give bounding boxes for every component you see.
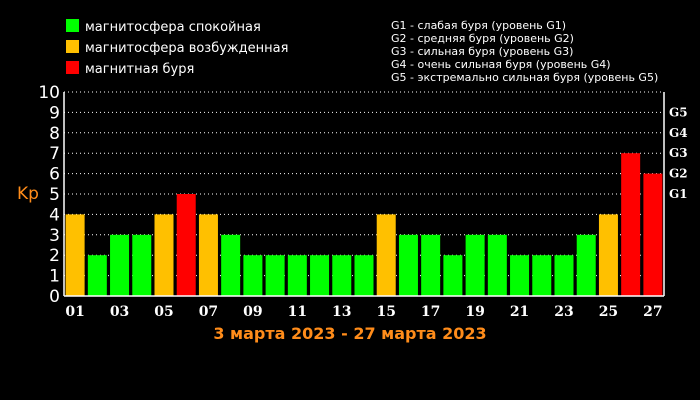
bar xyxy=(221,234,241,296)
bar xyxy=(532,255,552,296)
bar xyxy=(554,255,574,296)
bars xyxy=(65,153,663,296)
legend-label-storm: магнитная буря xyxy=(85,62,194,77)
legend-swatch-excited xyxy=(66,40,79,53)
bar xyxy=(465,234,485,296)
legend-swatch-calm xyxy=(66,19,79,32)
bar xyxy=(576,234,596,296)
x-tick-label: 03 xyxy=(110,304,129,320)
legend-label-excited: магнитосфера возбужденная xyxy=(85,41,288,56)
bar xyxy=(176,194,196,296)
chart-title: 3 марта 2023 - 27 марта 2023 xyxy=(213,324,486,343)
storm-levels: G1 - слабая буря (уровень G1) G2 - средн… xyxy=(391,19,658,84)
bar xyxy=(621,153,641,296)
bar xyxy=(332,255,352,296)
x-tick-label: 15 xyxy=(376,304,395,320)
y-tick-label: 7 xyxy=(49,144,60,164)
legend-swatch-storm xyxy=(66,61,79,74)
x-tick-label: 21 xyxy=(510,304,529,320)
y-tick-label: 10 xyxy=(38,83,60,103)
g-tick-label: G4 xyxy=(669,126,688,140)
y-tick-label: 2 xyxy=(49,246,60,266)
x-tick-label: 23 xyxy=(554,304,573,320)
x-tick-label: 01 xyxy=(65,304,84,320)
x-tick-label: 05 xyxy=(154,304,173,320)
g-tick-label: G1 xyxy=(669,187,688,201)
x-axis-ticks: 01 03 05 07 09 11 13 15 17 19 21 23 25 27 xyxy=(65,304,662,320)
x-tick-label: 13 xyxy=(332,304,351,320)
bar xyxy=(243,255,263,296)
bar xyxy=(443,255,463,296)
x-tick-label: 19 xyxy=(465,304,484,320)
bar xyxy=(487,234,507,296)
grid xyxy=(64,91,664,277)
x-tick-label: 07 xyxy=(199,304,218,320)
bar xyxy=(398,234,418,296)
y-tick-label: 3 xyxy=(49,226,60,246)
bar xyxy=(110,234,130,296)
right-axis-ticks: G1 G2 G3 G4 G5 xyxy=(669,105,688,201)
x-tick-label: 09 xyxy=(243,304,262,320)
bar xyxy=(598,214,618,296)
bar xyxy=(421,234,441,296)
x-tick-label: 11 xyxy=(288,304,307,320)
x-tick-label: 27 xyxy=(643,304,662,320)
y-tick-label: 9 xyxy=(49,103,60,123)
g-tick-label: G2 xyxy=(669,167,688,181)
storm-level-g1: G1 - слабая буря (уровень G1) xyxy=(391,19,566,32)
y-tick-label: 4 xyxy=(49,205,60,225)
bar xyxy=(265,255,285,296)
bar xyxy=(198,214,218,296)
y-tick-label: 1 xyxy=(49,267,60,287)
y-tick-label: 0 xyxy=(49,287,60,307)
y-tick-label: 5 xyxy=(49,185,60,205)
bar xyxy=(376,214,396,296)
x-tick-label: 25 xyxy=(599,304,618,320)
y-tick-label: 6 xyxy=(49,165,60,185)
bar xyxy=(310,255,330,296)
y-tick-label: 8 xyxy=(49,124,60,144)
storm-level-g5: G5 - экстремально сильная буря (уровень … xyxy=(391,71,658,84)
bar xyxy=(87,255,107,296)
legend-label-calm: магнитосфера спокойная xyxy=(85,20,261,35)
bar xyxy=(132,234,152,296)
y-axis-label: Kp xyxy=(17,184,39,204)
legend: магнитосфера спокойная магнитосфера возб… xyxy=(66,19,288,77)
storm-level-g4: G4 - очень сильная буря (уровень G4) xyxy=(391,58,611,71)
bar xyxy=(65,214,85,296)
bar xyxy=(510,255,530,296)
bar xyxy=(643,173,663,296)
bar xyxy=(287,255,307,296)
storm-level-g3: G3 - сильная буря (уровень G3) xyxy=(391,45,573,58)
bar xyxy=(354,255,374,296)
g-tick-label: G3 xyxy=(669,146,688,160)
g-tick-label: G5 xyxy=(669,105,688,119)
x-tick-label: 17 xyxy=(421,304,440,320)
bar xyxy=(154,214,174,296)
storm-level-g2: G2 - средняя буря (уровень G2) xyxy=(391,32,574,45)
